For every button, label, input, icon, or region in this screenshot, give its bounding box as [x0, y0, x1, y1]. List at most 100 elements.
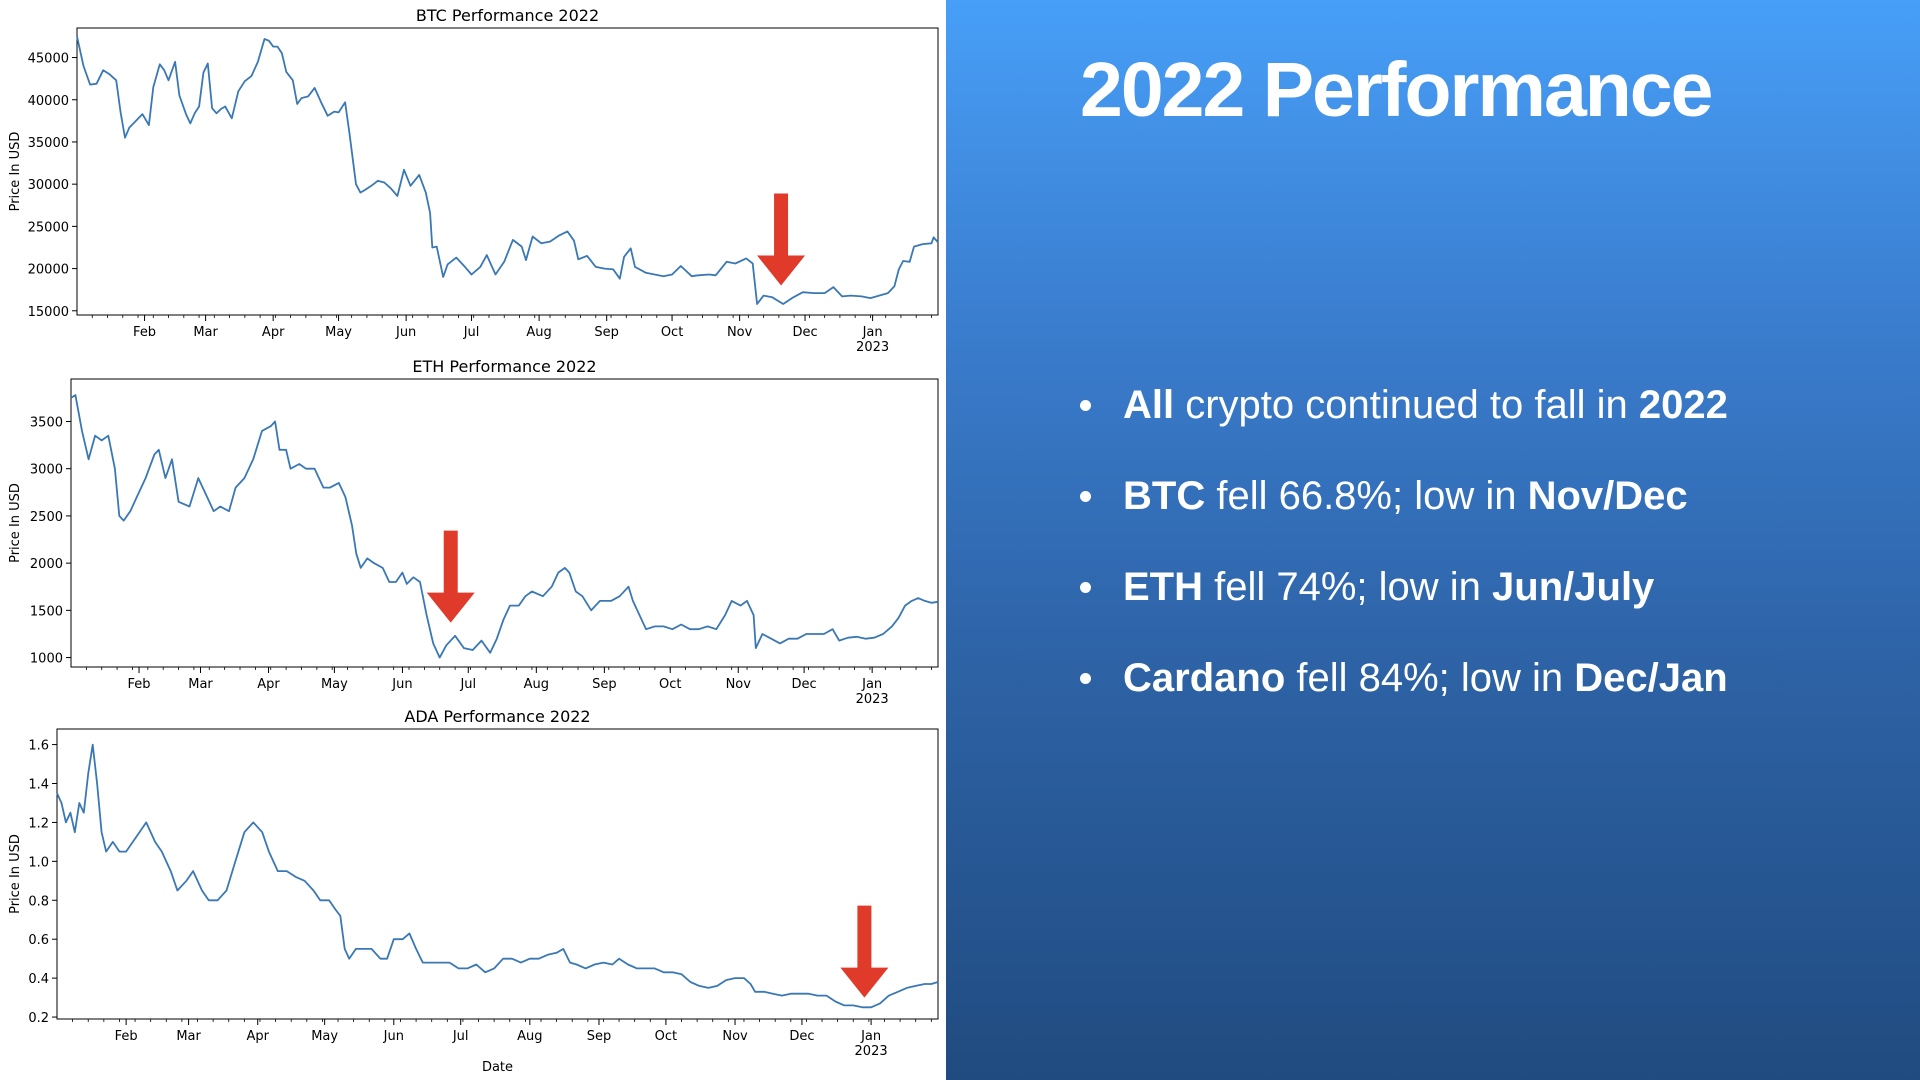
plot-frame — [56, 728, 939, 1020]
y-tick-label: 25000 — [28, 220, 69, 235]
price-series-line — [56, 743, 939, 1009]
bullet-bold-lead: All — [1123, 383, 1175, 427]
y-tick-label: 1.0 — [28, 855, 49, 870]
x-tick-label: Sep — [587, 1029, 612, 1044]
x-tick-label: Jun — [395, 325, 416, 340]
x-tick-label: Oct — [655, 1029, 677, 1044]
x-tick-label: Jul — [463, 325, 480, 340]
x-tick-label: Dec — [792, 325, 817, 340]
y-tick-label: 0.2 — [28, 1011, 49, 1026]
x-tick-label: Feb — [133, 325, 156, 340]
x-tick-label: Jan — [860, 1029, 881, 1044]
x-tick-label: Jul — [459, 677, 476, 692]
x-tick-sublabel: 2023 — [856, 340, 889, 355]
y-tick-label: 20000 — [28, 263, 69, 278]
x-tick-label: Jan — [861, 677, 882, 692]
bullet-bold-tail: Jun/July — [1492, 565, 1655, 609]
bullet-item: ETH fell 74%; low in Jun/July — [1080, 557, 1728, 648]
y-tick-label: 0.8 — [28, 894, 49, 909]
charts-canvas: BTC Performance 2022 Price In USD 15000 200… — [8, 6, 939, 1075]
x-tick-label: Nov — [727, 325, 753, 340]
bullet-bold-lead: BTC — [1123, 474, 1206, 518]
charts-panel: BTC Performance 2022 Price In USD 15000 200… — [0, 0, 946, 1080]
x-tick-label: Apr — [246, 1029, 269, 1044]
bullet-text: fell 74%; low in — [1203, 565, 1493, 609]
low-point-arrow-icon — [840, 905, 889, 998]
bullet-dot-icon — [1080, 491, 1091, 502]
y-tick-label: 2500 — [30, 510, 63, 525]
x-tick-label: Mar — [193, 325, 218, 340]
bullet-bold-lead: ETH — [1123, 565, 1203, 609]
x-tick-label: Apr — [262, 325, 285, 340]
x-tick-label: May — [311, 1029, 338, 1044]
x-tick-label: Sep — [594, 325, 619, 340]
chart-1: BTC Performance 2022 Price In USD 15000 200… — [8, 6, 939, 355]
x-tick-label: Dec — [789, 1029, 814, 1044]
bullet-item: Cardano fell 84%; low in Dec/Jan — [1080, 648, 1728, 739]
x-tick-label: Oct — [659, 677, 681, 692]
x-tick-label: Jan — [862, 325, 883, 340]
x-tick-label: Nov — [726, 677, 752, 692]
slide-title: 2022 Performance — [1080, 47, 1713, 133]
x-tick-label: Aug — [517, 1029, 542, 1044]
x-tick-label: Feb — [115, 1029, 138, 1044]
x-tick-label: Mar — [176, 1029, 201, 1044]
chart-3: ADA Performance 2022 Price In USD 0.2 0.4 0.… — [8, 707, 939, 1075]
y-axis-label: Price In USD — [8, 132, 23, 212]
bullet-item: BTC fell 66.8%; low in Nov/Dec — [1080, 466, 1728, 557]
bullet-bold-tail: 2022 — [1638, 383, 1728, 427]
x-tick-label: May — [321, 677, 348, 692]
y-tick-label: 2000 — [30, 557, 63, 572]
price-series-line — [70, 394, 939, 659]
bullet-item: All crypto continued to fall in 2022 — [1080, 375, 1728, 466]
y-tick-label: 15000 — [28, 305, 69, 320]
price-series-line — [76, 36, 939, 305]
y-tick-label: 0.6 — [28, 933, 49, 948]
x-tick-label: Jun — [391, 677, 412, 692]
bullet-text: crypto continued to fall in — [1174, 383, 1639, 427]
plot-frame — [70, 378, 939, 668]
low-point-arrow-icon — [426, 530, 475, 623]
x-axis-label: Date — [482, 1060, 513, 1075]
x-tick-label: Jul — [452, 1029, 469, 1044]
x-tick-sublabel: 2023 — [856, 692, 889, 707]
bullet-text: fell 66.8%; low in — [1205, 474, 1528, 518]
bullet-dot-icon — [1080, 400, 1091, 411]
y-tick-label: 30000 — [28, 178, 69, 193]
x-tick-label: Dec — [792, 677, 817, 692]
x-tick-label: Apr — [257, 677, 280, 692]
y-tick-label: 40000 — [28, 94, 69, 109]
y-tick-label: 1.2 — [28, 816, 49, 831]
y-tick-label: 1.4 — [28, 777, 49, 792]
bullet-bold-tail: Dec/Jan — [1574, 656, 1728, 700]
x-tick-label: Aug — [524, 677, 549, 692]
summary-panel: 2022 Performance All crypto continued to… — [946, 0, 1920, 1080]
chart-2: ETH Performance 2022 Price In USD 1000 1500… — [8, 357, 939, 707]
x-tick-label: Nov — [722, 1029, 748, 1044]
x-tick-label: Mar — [188, 677, 213, 692]
x-tick-label: Jun — [383, 1029, 404, 1044]
y-tick-label: 1500 — [30, 604, 63, 619]
y-axis-label: Price In USD — [8, 483, 23, 563]
bullet-bold-lead: Cardano — [1123, 656, 1286, 700]
y-tick-label: 1000 — [30, 652, 63, 667]
plot-frame — [76, 27, 939, 316]
x-tick-sublabel: 2023 — [855, 1044, 888, 1059]
y-tick-label: 0.4 — [28, 972, 49, 987]
low-point-arrow-icon — [757, 193, 806, 286]
bullet-text: fell 84%; low in — [1285, 656, 1575, 700]
y-tick-label: 35000 — [28, 136, 69, 151]
x-tick-label: May — [325, 325, 352, 340]
x-tick-label: Aug — [526, 325, 551, 340]
y-tick-label: 3000 — [30, 463, 63, 478]
y-tick-label: 45000 — [28, 52, 69, 67]
bullet-bold-tail: Nov/Dec — [1527, 474, 1688, 518]
chart-title: ETH Performance 2022 — [412, 357, 596, 376]
bullet-list: All crypto continued to fall in 2022 BTC… — [1080, 375, 1728, 739]
x-tick-label: Sep — [592, 677, 617, 692]
x-tick-label: Feb — [128, 677, 151, 692]
bullet-dot-icon — [1080, 673, 1091, 684]
y-axis-label: Price In USD — [8, 834, 23, 914]
chart-title: BTC Performance 2022 — [416, 6, 599, 25]
y-tick-label: 3500 — [30, 415, 63, 430]
